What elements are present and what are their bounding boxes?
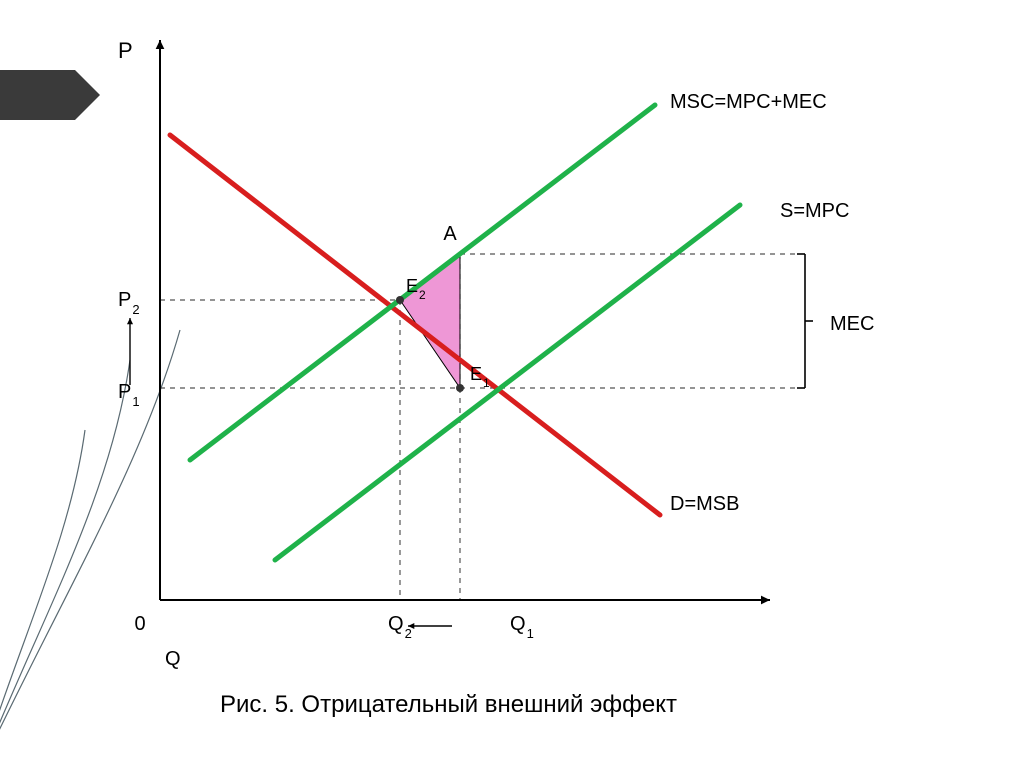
label-mpc: S=MPC <box>780 200 849 222</box>
point-e2 <box>396 296 404 304</box>
label-dmsb: D=MSB <box>670 493 739 515</box>
label-a: A <box>443 223 457 245</box>
point-e1 <box>456 384 464 392</box>
axis-origin-label: 0 <box>134 613 145 635</box>
label-msc: MSC=MPC+MEC <box>670 91 827 113</box>
economics-chart: P0QP2P1Q2Q1E2E1AMSC=MPC+MECS=MPCMECD=MSB… <box>0 0 1024 768</box>
label-mec: MEC <box>830 313 874 335</box>
axis-label-q: Q <box>165 648 181 670</box>
figure-caption: Рис. 5. Отрицательный внешний эффект <box>220 691 677 718</box>
axis-label-p: P <box>118 38 133 63</box>
